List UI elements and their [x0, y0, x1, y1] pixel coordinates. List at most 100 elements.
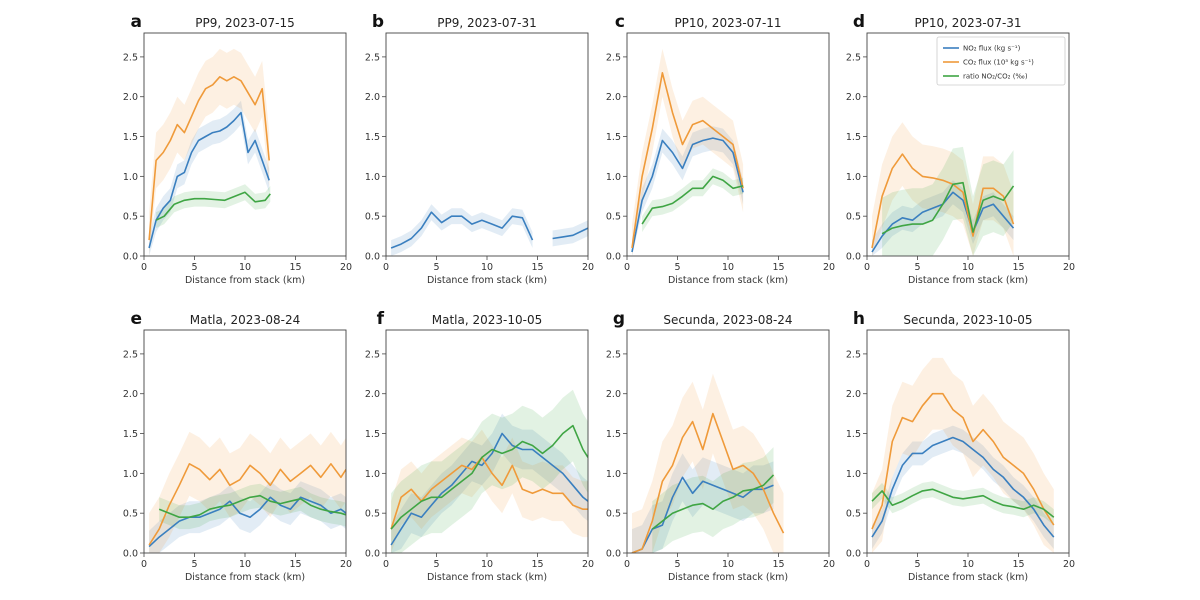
panel-e: 0.0 0.5 1.0 1.5 2.0 2.5 0 5 10 15 20 Distance from … — [123, 309, 352, 583]
x-tick-label: 10 — [481, 262, 493, 273]
panel-title: Secunda, 2023-08-24 — [663, 313, 792, 327]
y-tick-label: 0.0 — [606, 252, 621, 263]
y-tick-label: 0.0 — [123, 549, 138, 560]
plot-area-e — [148, 431, 346, 553]
y-tick-label: 1.5 — [606, 429, 621, 440]
x-tick-label: 0 — [864, 559, 870, 570]
x-tick-label: 15 — [772, 262, 784, 273]
plot-area-b — [390, 204, 588, 256]
band-co2-f-1 — [391, 429, 588, 553]
series-ratio-d-2 — [881, 181, 1015, 235]
x-tick-label: 0 — [383, 262, 389, 273]
plot-area-g — [631, 373, 785, 553]
legend-label-co2: CO₂ flux (10³ kg s⁻¹) — [963, 59, 1034, 67]
panel-letter: f — [377, 309, 385, 329]
x-tick-label: 20 — [340, 559, 352, 570]
x-tick-label: 20 — [582, 262, 594, 273]
y-tick-label: 2.5 — [365, 349, 380, 360]
x-tick-label: 20 — [823, 262, 835, 273]
x-axis-label: Distance from stack (km) — [668, 275, 788, 286]
band-co2-h-1 — [872, 357, 1054, 553]
panel-h: 0.0 0.5 1.0 1.5 2.0 2.5 0 5 10 15 20 Distance from … — [846, 309, 1075, 583]
y-tick-label: 2.5 — [846, 349, 861, 360]
series-ratio-f-2 — [390, 424, 588, 530]
series-no2-c-0 — [631, 137, 744, 253]
x-tick-label: 15 — [1012, 262, 1024, 273]
x-tick-label: 15 — [531, 559, 543, 570]
series-co2-h-1 — [871, 392, 1055, 530]
band-ratio-c-2 — [642, 168, 744, 233]
band-no2-h-0 — [872, 425, 1054, 549]
y-tick-label: 1.5 — [123, 429, 138, 440]
x-tick-label: 15 — [772, 559, 784, 570]
band-no2-c-0 — [632, 126, 744, 256]
band-co2-e-1 — [149, 431, 346, 553]
y-tick-label: 1.0 — [123, 172, 138, 183]
band-co2-g-1 — [632, 373, 784, 553]
band-no2-b-0 — [391, 204, 533, 256]
y-tick-label: 1.5 — [365, 429, 380, 440]
series-no2-f-0 — [390, 432, 588, 546]
series-no2-a-0 — [148, 111, 270, 249]
band-ratio-a-2 — [156, 184, 271, 229]
x-tick-label: 5 — [191, 559, 197, 570]
plot-area-d — [871, 122, 1015, 256]
y-tick-label: 0.5 — [123, 509, 138, 520]
y-tick-label: 1.0 — [846, 469, 861, 480]
x-tick-label: 10 — [239, 559, 251, 570]
y-tick-label: 2.0 — [606, 92, 621, 103]
series-no2-b-0 — [390, 211, 534, 249]
y-tick-label: 0.5 — [606, 212, 621, 223]
y-tick-label: 2.0 — [606, 389, 621, 400]
x-tick-label: 10 — [481, 559, 493, 570]
panel-letter: a — [131, 12, 142, 32]
y-tick-label: 1.0 — [365, 172, 380, 183]
x-axis-label: Distance from stack (km) — [185, 572, 305, 583]
series-ratio-c-2 — [641, 175, 744, 225]
x-tick-label: 0 — [141, 559, 147, 570]
x-tick-label: 10 — [962, 559, 974, 570]
band-ratio-d-2 — [882, 146, 1014, 256]
panel-d: 0.0 0.5 1.0 1.5 2.0 2.5 0 5 10 15 20 Distance from … — [846, 12, 1075, 286]
series-co2-f-1 — [390, 456, 588, 530]
band-no2-d-0 — [872, 180, 1014, 256]
x-tick-label: 15 — [289, 262, 301, 273]
y-tick-label: 2.5 — [123, 349, 138, 360]
panel-title: Secunda, 2023-10-05 — [903, 313, 1032, 327]
band-ratio-h-2 — [872, 481, 1054, 526]
panel-title: PP9, 2023-07-15 — [195, 16, 294, 30]
panel-title: Matla, 2023-10-05 — [432, 313, 542, 327]
plot-area-a — [148, 48, 271, 256]
x-tick-label: 10 — [722, 262, 734, 273]
panel-letter: d — [853, 12, 865, 32]
series-ratio-e-2 — [158, 494, 346, 519]
y-tick-label: 0.5 — [606, 509, 621, 520]
plot-area-h — [871, 357, 1055, 553]
band-co2-a-1 — [149, 48, 270, 256]
series-no2-h-0 — [871, 436, 1055, 538]
band-co2-c-1 — [632, 48, 744, 256]
x-tick-label: 5 — [433, 262, 439, 273]
panel-g: 0.0 0.5 1.0 1.5 2.0 2.5 0 5 10 15 20 Distance from … — [606, 309, 835, 583]
panel-c: 0.0 0.5 1.0 1.5 2.0 2.5 0 5 10 15 20 Distance from … — [606, 12, 835, 286]
x-axis-label: Distance from stack (km) — [668, 572, 788, 583]
band-ratio-e-2 — [159, 483, 346, 530]
panel-b: 0.0 0.5 1.0 1.5 2.0 2.5 0 5 10 15 20 Distance from … — [365, 12, 594, 286]
x-tick-label: 10 — [239, 262, 251, 273]
y-tick-label: 2.5 — [123, 52, 138, 63]
panel-letter: g — [613, 309, 625, 329]
y-tick-label: 2.5 — [606, 349, 621, 360]
y-tick-label: 0.5 — [846, 509, 861, 520]
panel-f: 0.0 0.5 1.0 1.5 2.0 2.5 0 5 10 15 20 Distance from … — [365, 309, 594, 583]
panel-title: Matla, 2023-08-24 — [190, 313, 300, 327]
x-tick-label: 5 — [914, 262, 920, 273]
y-tick-label: 0.5 — [365, 509, 380, 520]
plot-area-c — [631, 48, 744, 256]
panel-letter: c — [615, 12, 625, 32]
plot-area-f — [390, 389, 588, 553]
y-tick-label: 1.0 — [123, 469, 138, 480]
x-axis-label: Distance from stack (km) — [908, 572, 1028, 583]
x-tick-label: 15 — [1012, 559, 1024, 570]
x-tick-label: 5 — [191, 262, 197, 273]
band-ratio-g-2 — [652, 447, 774, 553]
